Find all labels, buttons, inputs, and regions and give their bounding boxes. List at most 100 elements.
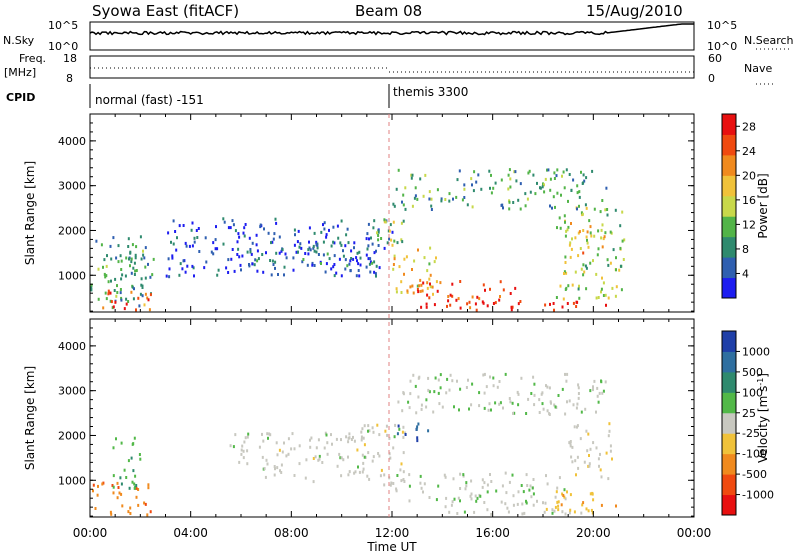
range-cell bbox=[581, 212, 584, 216]
range-cell bbox=[589, 225, 592, 229]
range-cell bbox=[532, 478, 535, 481]
range-cell bbox=[556, 191, 559, 195]
range-cell bbox=[459, 487, 462, 490]
range-cell bbox=[602, 281, 605, 285]
range-cell bbox=[313, 231, 316, 235]
range-cell bbox=[134, 253, 137, 257]
range-cell bbox=[222, 242, 225, 246]
range-cell bbox=[332, 225, 335, 229]
range-cell bbox=[459, 472, 462, 476]
range-cell bbox=[508, 200, 511, 204]
range-cell bbox=[333, 254, 336, 258]
range-cell bbox=[559, 226, 562, 230]
colorbar-swatch bbox=[722, 195, 736, 217]
range-cell bbox=[143, 256, 146, 260]
range-cell bbox=[519, 207, 522, 211]
range-cell bbox=[575, 305, 578, 308]
range-cell bbox=[330, 244, 333, 248]
range-cell bbox=[360, 435, 363, 439]
range-cell bbox=[298, 245, 301, 249]
range-cell bbox=[138, 304, 141, 308]
range-cell bbox=[111, 306, 114, 310]
range-cell bbox=[392, 446, 395, 450]
range-cell bbox=[425, 405, 428, 409]
range-cell bbox=[355, 274, 358, 278]
range-cell bbox=[362, 436, 365, 440]
range-cell bbox=[569, 444, 572, 448]
range-cell bbox=[232, 445, 235, 449]
range-cell bbox=[488, 402, 491, 406]
range-cell bbox=[524, 192, 527, 196]
y-tick-label: 4000 bbox=[58, 340, 86, 353]
range-cell bbox=[479, 494, 482, 498]
range-cell bbox=[560, 193, 562, 197]
range-cell bbox=[555, 296, 558, 299]
range-cell bbox=[315, 243, 318, 247]
range-cell bbox=[333, 263, 336, 266]
range-cell bbox=[568, 399, 571, 403]
range-cell bbox=[307, 248, 310, 252]
range-cell bbox=[292, 256, 295, 260]
range-cell bbox=[125, 302, 128, 306]
range-cell bbox=[437, 378, 440, 382]
range-cell bbox=[248, 236, 251, 240]
range-cell bbox=[138, 453, 141, 456]
range-cell bbox=[538, 398, 541, 402]
range-cell bbox=[597, 457, 600, 461]
range-cell bbox=[512, 201, 515, 204]
velocity-y-axis: 1000 2000 3000 4000 bbox=[58, 318, 694, 517]
range-cell bbox=[492, 376, 495, 380]
time-tick-label: 12:00 bbox=[375, 526, 410, 540]
range-cell bbox=[283, 265, 286, 269]
range-cell bbox=[285, 256, 288, 260]
range-cell bbox=[261, 432, 263, 436]
colorbar-tick-label: -25 bbox=[742, 427, 760, 440]
range-cell bbox=[564, 255, 567, 259]
range-cell bbox=[563, 495, 566, 499]
range-cell bbox=[568, 441, 571, 445]
range-cell bbox=[333, 274, 336, 278]
range-cell bbox=[603, 235, 606, 239]
range-cell bbox=[608, 422, 611, 426]
range-cell bbox=[273, 473, 276, 477]
range-cell bbox=[214, 238, 217, 242]
range-cell bbox=[435, 498, 438, 502]
range-cell bbox=[112, 446, 115, 450]
range-cell bbox=[249, 248, 252, 251]
range-cell bbox=[391, 243, 394, 247]
range-cell bbox=[578, 230, 581, 234]
range-cell bbox=[408, 406, 411, 410]
range-cell bbox=[547, 168, 550, 172]
range-cell bbox=[340, 274, 343, 278]
range-cell bbox=[428, 390, 431, 394]
range-cell bbox=[149, 293, 152, 297]
range-cell bbox=[347, 473, 350, 477]
range-cell bbox=[504, 372, 507, 376]
range-cell bbox=[531, 486, 534, 490]
range-cell bbox=[137, 488, 140, 491]
range-cell bbox=[109, 510, 112, 514]
range-cell bbox=[444, 475, 447, 479]
range-cell bbox=[332, 265, 335, 269]
range-cell bbox=[417, 290, 420, 294]
range-cell bbox=[586, 241, 589, 245]
range-cell bbox=[532, 503, 535, 507]
range-cell bbox=[419, 481, 422, 485]
range-cell bbox=[605, 451, 608, 455]
range-cell bbox=[234, 433, 237, 437]
range-cell bbox=[188, 244, 191, 248]
range-cell bbox=[451, 282, 454, 286]
range-cell bbox=[451, 379, 454, 383]
range-cell bbox=[243, 234, 246, 238]
range-cell bbox=[449, 293, 452, 297]
range-cell bbox=[474, 302, 477, 306]
range-cell bbox=[323, 446, 326, 450]
range-cell bbox=[607, 477, 610, 481]
range-cell bbox=[368, 477, 371, 481]
range-cell bbox=[611, 457, 613, 461]
range-cell bbox=[499, 280, 502, 284]
range-cell bbox=[186, 264, 189, 268]
range-cell bbox=[564, 512, 567, 516]
range-cell bbox=[592, 259, 594, 263]
range-cell bbox=[337, 236, 340, 240]
